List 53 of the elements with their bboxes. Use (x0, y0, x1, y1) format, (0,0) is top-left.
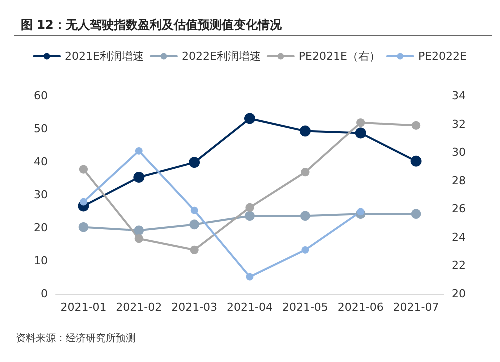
y2-tick-label: 24 (452, 230, 466, 244)
point (411, 209, 422, 220)
point (300, 126, 311, 137)
point (302, 246, 310, 254)
point (355, 128, 366, 139)
y-tick-label: 60 (34, 90, 48, 102)
x-tick-label: 2021-07 (393, 301, 440, 314)
point (356, 118, 366, 128)
point (134, 172, 145, 184)
point (78, 222, 89, 232)
x-tick-label: 2021-06 (338, 301, 384, 314)
point (190, 220, 200, 230)
chart-title: 图 12：无人驾驶指数盈利及估值预测值变化情况 (21, 18, 283, 32)
y-tick-label: 50 (34, 122, 48, 136)
x-tick-label: 2021-04 (227, 301, 273, 314)
x-tick-label: 2021-05 (282, 301, 328, 314)
y2-tick-label: 26 (452, 202, 466, 216)
point (134, 226, 144, 236)
point (412, 121, 421, 130)
x-tick-label: 2021-01 (60, 301, 107, 314)
point (190, 246, 199, 254)
point (301, 168, 310, 177)
point (246, 273, 254, 281)
x-tick-label: 2021-03 (172, 301, 218, 314)
point (410, 156, 422, 167)
y2-tick-label: 30 (452, 146, 466, 160)
y-tick-label: 20 (34, 222, 48, 234)
x-tick-label: 2021-02 (116, 301, 162, 314)
point (244, 113, 256, 124)
point (189, 157, 200, 168)
point (300, 211, 310, 222)
y-tick-label: 10 (34, 254, 48, 268)
y2-tick-label: 20 (452, 288, 466, 300)
point (246, 203, 254, 212)
point (135, 147, 143, 155)
point (79, 165, 88, 174)
text: 资料来源：经济研究所预测 (16, 332, 136, 344)
y2-tick-label: 28 (452, 174, 466, 188)
legend-label: PE2021E（右） (298, 50, 380, 63)
point (245, 211, 255, 222)
y-tick-label: 30 (34, 188, 48, 202)
y-tick-label: 0 (41, 288, 48, 300)
y2-tick-label: 32 (452, 118, 466, 131)
point (134, 234, 144, 244)
point (190, 206, 198, 214)
point (80, 198, 88, 206)
y-tick-label: 40 (34, 156, 48, 168)
point (357, 208, 365, 216)
legend-label: 2022E利润增速 (182, 50, 261, 63)
y2-tick-label: 34 (452, 90, 466, 102)
legend-label: 2021E利润增速 (65, 50, 144, 63)
y2-tick-label: 22 (452, 259, 466, 272)
legend-label: PE2022E (418, 50, 468, 63)
